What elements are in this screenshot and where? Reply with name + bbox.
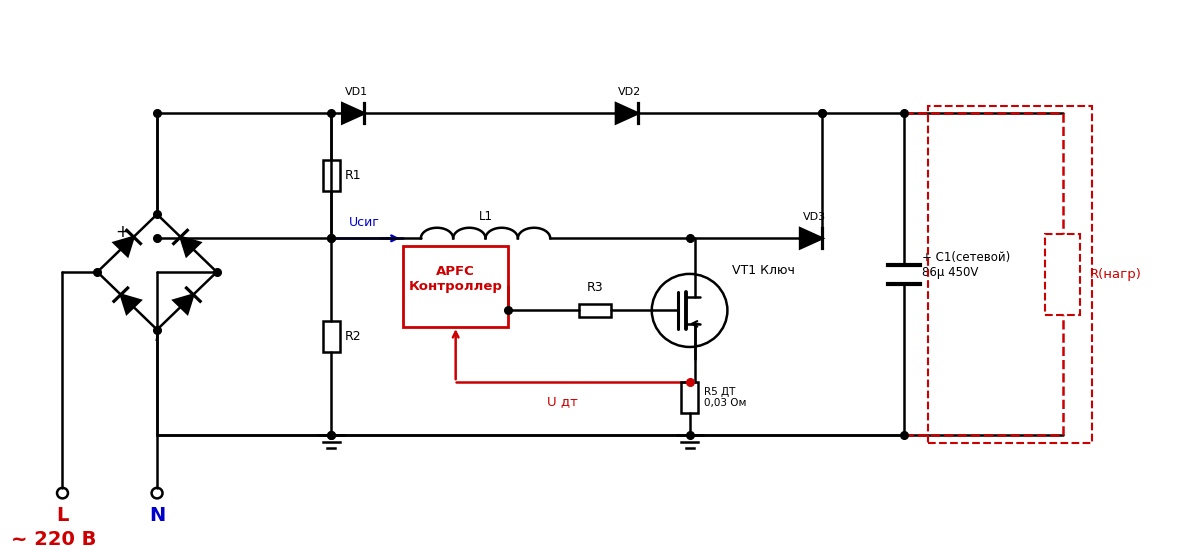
Text: L1: L1 [479,210,492,223]
Text: VT1 Ключ: VT1 Ключ [732,263,796,277]
Text: R1: R1 [346,169,362,183]
Bar [929,106,1092,443]
Bar [578,304,612,317]
Text: U дт: U дт [547,395,578,409]
Text: VD2: VD2 [618,87,642,97]
Text: R5 ДТ
0,03 Ом: R5 ДТ 0,03 Ом [703,387,746,408]
Bar [403,245,508,327]
Polygon shape [800,228,822,249]
Text: I: I [155,331,160,344]
Text: R3: R3 [587,281,604,294]
Polygon shape [121,295,140,313]
Polygon shape [180,237,200,256]
Text: + С1(сетевой)
86µ 450V: + С1(сетевой) 86µ 450V [922,251,1009,279]
Bar [682,382,698,413]
Text: VD1: VD1 [344,87,367,97]
Text: Uсиг: Uсиг [349,216,380,229]
Text: R2: R2 [346,331,362,343]
Text: VD3: VD3 [803,212,826,222]
Text: ~ 220 В: ~ 220 В [11,530,96,549]
Text: N: N [149,505,166,525]
Bar [323,322,340,352]
Polygon shape [616,103,638,123]
Text: R(нагр): R(нагр) [1091,268,1142,281]
Bar [1045,234,1080,315]
Polygon shape [174,295,193,313]
Polygon shape [114,237,133,256]
Bar [323,161,340,191]
Text: +: + [115,223,130,240]
Text: L: L [56,505,68,525]
Polygon shape [342,103,365,123]
Text: APFC
Контроллер: APFC Контроллер [409,265,503,293]
